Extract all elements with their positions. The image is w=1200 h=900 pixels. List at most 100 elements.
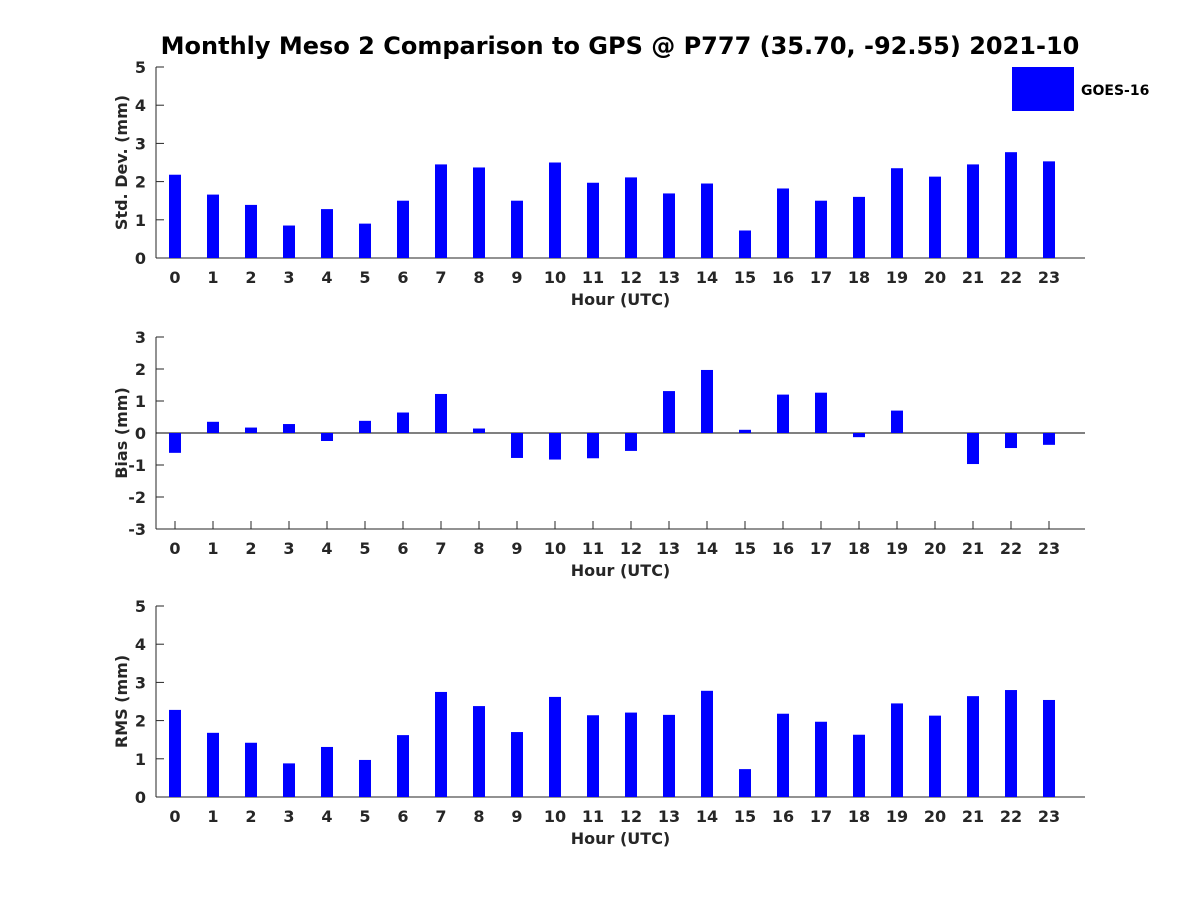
x-tick-label: 4	[321, 807, 332, 826]
x-tick-label: 20	[924, 268, 946, 287]
bar	[169, 709, 181, 797]
y-axis-label: Std. Dev. (mm)	[112, 95, 131, 230]
bar	[321, 746, 333, 797]
y-tick-label: 4	[135, 635, 146, 654]
bar	[587, 182, 599, 258]
x-tick-label: 18	[848, 268, 870, 287]
y-axis-label: Bias (mm)	[112, 387, 131, 479]
x-tick-label: 8	[473, 268, 484, 287]
x-tick-label: 17	[810, 539, 832, 558]
x-tick-label: 11	[582, 268, 604, 287]
x-tick-label: 0	[169, 539, 180, 558]
bar	[891, 410, 903, 433]
bar	[815, 392, 827, 433]
bar	[245, 427, 257, 433]
x-tick-label: 16	[772, 539, 794, 558]
bar	[511, 433, 523, 458]
bar	[625, 177, 637, 258]
x-tick-label: 2	[245, 539, 256, 558]
x-tick-label: 16	[772, 807, 794, 826]
x-tick-label: 14	[696, 807, 718, 826]
bar	[929, 176, 941, 258]
bar	[777, 394, 789, 433]
x-tick-label: 13	[658, 539, 680, 558]
bar	[245, 204, 257, 258]
x-tick-label: 22	[1000, 539, 1022, 558]
x-tick-label: 12	[620, 539, 642, 558]
x-tick-label: 7	[435, 268, 446, 287]
bar	[549, 696, 561, 797]
x-tick-label: 12	[620, 268, 642, 287]
y-tick-label: 5	[135, 58, 146, 77]
bar	[891, 168, 903, 258]
bar	[473, 428, 485, 433]
x-tick-label: 2	[245, 268, 256, 287]
bar	[169, 174, 181, 258]
x-tick-label: 2	[245, 807, 256, 826]
x-tick-label: 16	[772, 268, 794, 287]
x-tick-label: 9	[511, 807, 522, 826]
bar	[701, 690, 713, 797]
y-tick-label: 2	[135, 712, 146, 731]
x-tick-label: 17	[810, 807, 832, 826]
bar	[663, 391, 675, 433]
bar	[511, 200, 523, 258]
bar	[207, 732, 219, 797]
x-tick-label: 11	[582, 539, 604, 558]
bar	[435, 393, 447, 433]
bar	[853, 433, 865, 438]
bar	[207, 194, 219, 258]
bar	[1043, 433, 1055, 445]
x-tick-label: 18	[848, 539, 870, 558]
x-tick-label: 9	[511, 268, 522, 287]
y-tick-label: -1	[128, 456, 146, 475]
bar	[549, 433, 561, 460]
bar	[359, 759, 371, 797]
bar	[359, 223, 371, 258]
x-tick-label: 6	[397, 807, 408, 826]
x-tick-label: 1	[207, 268, 218, 287]
bar	[397, 412, 409, 433]
x-tick-label: 14	[696, 268, 718, 287]
y-tick-label: 0	[135, 788, 146, 807]
y-tick-label: -3	[128, 520, 146, 539]
y-tick-label: 2	[135, 360, 146, 379]
x-axis-label: Hour (UTC)	[571, 290, 671, 309]
bar	[625, 433, 637, 451]
y-tick-label: 4	[135, 96, 146, 115]
x-tick-label: 6	[397, 268, 408, 287]
x-tick-label: 22	[1000, 807, 1022, 826]
x-tick-label: 19	[886, 268, 908, 287]
bar	[777, 713, 789, 797]
x-tick-label: 10	[544, 807, 566, 826]
x-tick-label: 1	[207, 539, 218, 558]
x-tick-label: 10	[544, 539, 566, 558]
y-tick-label: 3	[135, 328, 146, 347]
x-tick-label: 6	[397, 539, 408, 558]
y-tick-label: 3	[135, 134, 146, 153]
bar	[967, 696, 979, 797]
y-tick-label: -2	[128, 488, 146, 507]
bar	[511, 732, 523, 797]
x-tick-label: 15	[734, 268, 756, 287]
x-axis-label: Hour (UTC)	[571, 561, 671, 580]
x-tick-label: 11	[582, 807, 604, 826]
x-tick-label: 4	[321, 539, 332, 558]
bar	[473, 706, 485, 797]
bar	[321, 209, 333, 258]
x-tick-label: 8	[473, 539, 484, 558]
x-tick-label: 14	[696, 539, 718, 558]
x-tick-label: 19	[886, 539, 908, 558]
bar	[1043, 699, 1055, 797]
x-tick-label: 3	[283, 268, 294, 287]
bar	[283, 424, 295, 433]
x-tick-label: 8	[473, 807, 484, 826]
x-tick-label: 10	[544, 268, 566, 287]
bar	[663, 193, 675, 258]
x-tick-label: 9	[511, 539, 522, 558]
legend: GOES-16	[1012, 67, 1149, 111]
x-tick-label: 12	[620, 807, 642, 826]
